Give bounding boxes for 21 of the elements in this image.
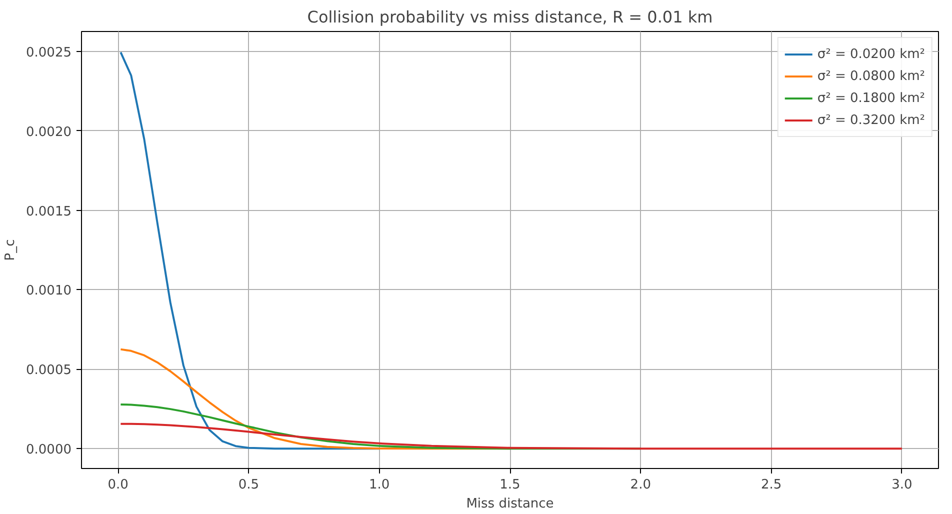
- legend-label: σ² = 0.0200 km²: [817, 46, 925, 62]
- x-tick-label: 2.0: [630, 478, 651, 492]
- x-tick-label: 1.0: [369, 478, 390, 492]
- y-tick-label: 0.0015: [26, 204, 72, 220]
- y-tick-label: 0.0000: [26, 442, 72, 458]
- y-tick-label: 0.0005: [26, 363, 72, 378]
- y-axis-title: P_c: [3, 239, 18, 261]
- legend-label: σ² = 0.3200 km²: [817, 112, 925, 128]
- line-series: [120, 422, 903, 450]
- x-tick-label: 2.5: [760, 478, 782, 492]
- x-tick-label: 1.5: [500, 478, 520, 492]
- x-tick-label: 0.5: [238, 478, 260, 492]
- x-axis-title: Miss distance: [466, 496, 554, 512]
- y-tick-label: 0.0025: [26, 45, 72, 60]
- y-tick-label: 0.0020: [26, 124, 72, 140]
- legend-label: σ² = 0.1800 km²: [817, 90, 925, 106]
- x-tick-label: 0.0: [108, 478, 128, 492]
- legend-label: σ² = 0.0800 km²: [817, 68, 925, 84]
- chart-title: Collision probability vs miss distance, R = 0.01 km: [307, 8, 713, 26]
- y-tick-label: 0.0010: [26, 284, 72, 299]
- x-tick-label: 3.0: [892, 478, 912, 492]
